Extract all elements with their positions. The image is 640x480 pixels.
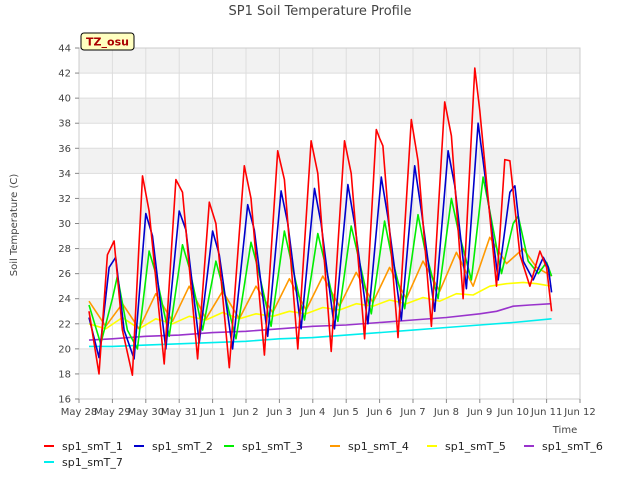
legend-label: sp1_smT_3: [242, 439, 303, 453]
y-tick-label: 16: [58, 395, 71, 406]
y-tick-label: 28: [58, 244, 71, 255]
grid-band: [79, 148, 580, 174]
x-axis-label: Time: [552, 425, 577, 436]
legend-swatch: [224, 445, 234, 447]
legend-item-sp1_smT_5: sp1_smT_5: [427, 439, 506, 453]
grid-band: [79, 98, 580, 124]
legend-label: sp1_smT_7: [62, 455, 123, 469]
y-tick-label: 26: [58, 269, 71, 280]
legend-item-sp1_smT_6: sp1_smT_6: [524, 439, 603, 453]
x-tick-label: May 30: [128, 407, 165, 418]
x-tick-label: May 28: [61, 407, 98, 418]
legend-item-sp1_smT_7: sp1_smT_7: [44, 455, 123, 469]
legend-swatch: [134, 445, 144, 447]
x-tick-label: Jun 6: [366, 407, 392, 418]
x-tick-label: May 31: [161, 407, 198, 418]
y-tick-label: 40: [58, 94, 71, 105]
legend-swatch: [44, 445, 54, 447]
series-line-sp1_smT_1: [88, 67, 553, 377]
y-tick-label: 42: [58, 69, 71, 80]
y-tick-label: 32: [58, 194, 71, 205]
annotation-box: TZ_osu: [80, 32, 135, 51]
x-tick-label: May 29: [94, 407, 131, 418]
x-tick-label: Jun 11: [530, 407, 563, 418]
chart-title: SP1 Soil Temperature Profile: [229, 4, 412, 19]
legend-label: sp1_smT_4: [348, 439, 409, 453]
y-tick-label: 22: [58, 319, 71, 330]
annotation-label: TZ_osu: [86, 36, 129, 49]
x-tick-label: Jun 7: [399, 407, 425, 418]
legend-item-sp1_smT_3: sp1_smT_3: [224, 439, 303, 453]
legend-label: sp1_smT_5: [445, 439, 506, 453]
y-tick-label: 30: [58, 219, 71, 230]
x-tick-label: Jun 4: [299, 407, 325, 418]
y-tick-label: 36: [58, 144, 71, 155]
series-line-sp1_smT_7: [89, 318, 552, 348]
legend-swatch: [44, 461, 54, 463]
legend-item-sp1_smT_4: sp1_smT_4: [330, 439, 409, 453]
y-axis-ticks: 16 18 20 22 24 26 28 30 32 34 36 38 40 42 44: [58, 44, 79, 406]
legend-swatch: [524, 445, 534, 447]
y-tick-label: 34: [58, 169, 71, 180]
x-tick-label: Jun 8: [433, 407, 459, 418]
x-tick-label: Jun 1: [199, 407, 225, 418]
x-tick-label: Jun 10: [496, 407, 529, 418]
legend: sp1_smT_1 sp1_smT_2 sp1_smT_3 sp1_smT_4 sp1_…: [0, 436, 640, 480]
legend-label: sp1_smT_6: [542, 439, 603, 453]
grid-band: [79, 48, 580, 74]
y-axis-label: Soil Temperature (C): [9, 174, 20, 277]
legend-label: sp1_smT_2: [152, 439, 213, 453]
grid-band: [79, 348, 580, 374]
legend-item-sp1_smT_1: sp1_smT_1: [44, 439, 123, 453]
legend-swatch: [427, 445, 437, 447]
x-tick-label: Jun 9: [466, 407, 492, 418]
legend-label: sp1_smT_1: [62, 439, 123, 453]
legend-swatch: [330, 445, 340, 447]
x-tick-label: Jun 5: [333, 407, 359, 418]
y-tick-label: 44: [58, 44, 71, 55]
x-tick-label: Jun 3: [266, 407, 292, 418]
series-layer: [88, 67, 553, 377]
x-tick-label: Jun 12: [563, 407, 596, 418]
y-tick-label: 20: [58, 344, 71, 355]
y-tick-label: 38: [58, 119, 71, 130]
legend-item-sp1_smT_2: sp1_smT_2: [134, 439, 213, 453]
y-tick-label: 18: [58, 369, 71, 380]
series-line-sp1_smT_6: [88, 302, 552, 341]
x-tick-label: Jun 2: [232, 407, 258, 418]
y-tick-label: 24: [58, 294, 71, 305]
grid-band: [79, 198, 580, 224]
